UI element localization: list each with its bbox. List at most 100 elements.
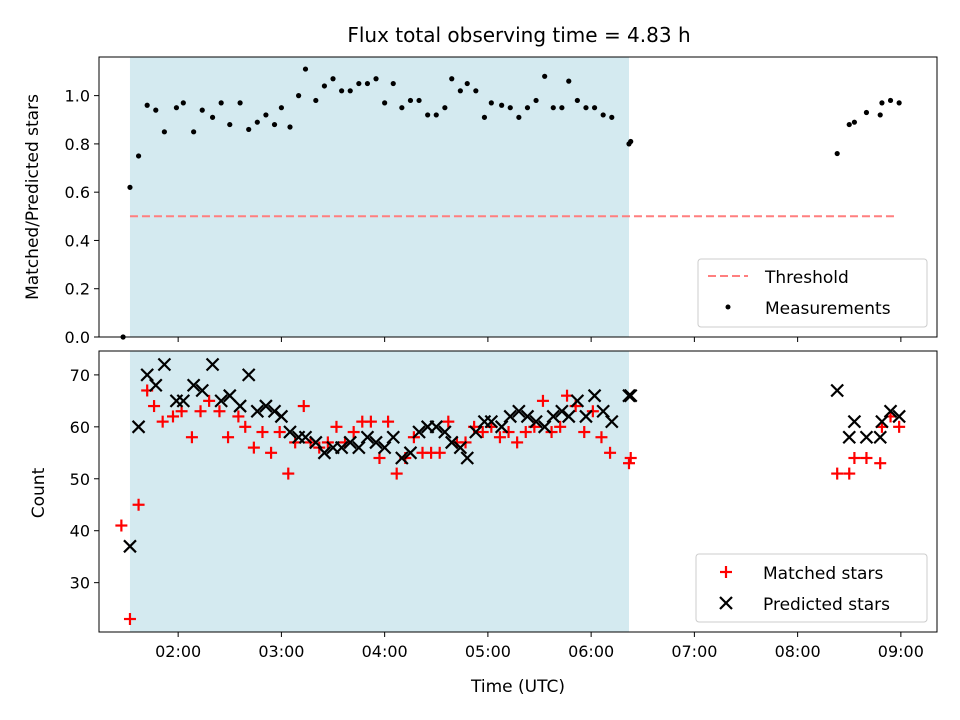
matched-star-point	[622, 457, 635, 470]
count-legend: Matched stars Predicted stars	[695, 553, 928, 623]
matched-star-point	[433, 446, 446, 459]
predicted-star-point	[250, 404, 265, 419]
predicted-star-point	[494, 420, 509, 434]
matched-star-point	[502, 426, 515, 439]
matched-star-point	[239, 420, 252, 433]
predicted-star-point	[892, 409, 906, 424]
matched-star-point	[132, 498, 145, 511]
predicted-star-point	[842, 430, 857, 444]
predicted-star-point	[343, 435, 358, 450]
ratio-y-tick-label: 0.0	[65, 328, 90, 347]
measurement-point	[609, 114, 615, 120]
predicted-star-point	[412, 425, 426, 439]
predicted-star-point	[298, 430, 313, 444]
predicted-star-point	[596, 404, 610, 419]
matched-star-point	[297, 400, 310, 413]
measurement-point	[464, 80, 470, 87]
matched-star-point	[442, 415, 455, 428]
measurement-point	[863, 109, 870, 116]
matched-star-point	[364, 415, 377, 428]
count-panel: 02:00 03:00 04:00 05:00 06:00 07:00 08:00 09:00…	[29, 350, 938, 697]
measurement-point	[191, 129, 197, 135]
x-tick-label: 05:00	[465, 642, 511, 661]
measurement-point	[507, 105, 513, 111]
legend-matched-label: Matched stars	[763, 564, 883, 584]
x-tick-label: 08:00	[775, 642, 821, 661]
predicted-star-point	[520, 409, 535, 424]
x-tick-label: 07:00	[671, 642, 717, 661]
ratio-y-tick-label: 0.2	[65, 280, 90, 299]
measurement-point	[382, 100, 388, 106]
matched-star-point	[123, 613, 136, 626]
measurement-point	[481, 114, 488, 120]
predicted-star-point	[453, 440, 468, 455]
matched-star-point	[476, 426, 489, 439]
predicted-star-point	[222, 388, 237, 403]
ratio-y-axis-label: Matched/Predicted stars	[23, 94, 43, 300]
predicted-star-point	[830, 383, 844, 398]
measurement-point	[339, 88, 345, 94]
ratio-shaded-region	[129, 57, 629, 337]
ratio-y-tick-label: 0.4	[65, 231, 90, 250]
x-tick-label: 02:00	[155, 642, 201, 661]
ratio-legend-box	[697, 258, 928, 328]
measurement-point	[574, 97, 580, 104]
ratio-y-tick-label: 0.6	[65, 183, 90, 202]
matched-star-point	[390, 467, 403, 480]
measurement-point	[442, 105, 448, 111]
measurement-point	[364, 80, 371, 87]
matched-star-point	[595, 431, 608, 444]
count-panel-frame	[98, 350, 938, 633]
measurement-point	[373, 76, 379, 82]
predicted-star-point	[873, 430, 887, 444]
measurement-point	[246, 126, 252, 133]
matched-star-point	[860, 451, 873, 464]
predicted-star-point	[555, 404, 569, 419]
measurement-point	[144, 102, 150, 108]
legend-predicted-label: Predicted stars	[763, 595, 890, 615]
measurement-point	[488, 100, 494, 106]
matched-star-point	[578, 426, 591, 439]
legend-predicted-marker	[719, 596, 733, 610]
predicted-star-point	[529, 414, 543, 429]
measurement-point	[600, 112, 606, 118]
count-series-1	[115, 384, 906, 626]
measurement-point	[390, 80, 396, 87]
measurement-point	[896, 100, 902, 106]
predicted-star-point	[605, 414, 619, 429]
predicted-star-point	[403, 446, 418, 460]
predicted-star-point	[369, 435, 383, 450]
predicted-star-point	[386, 430, 401, 444]
count-y-tick-label: 50	[70, 470, 90, 489]
matched-star-point	[893, 420, 906, 433]
predicted-star-point	[875, 414, 889, 429]
matched-star-point	[843, 467, 856, 480]
count-y-axis-label: Count	[29, 467, 49, 518]
matched-star-point	[256, 426, 269, 439]
matched-star-point	[247, 441, 260, 454]
predicted-star-point	[214, 394, 228, 408]
measurement-point	[533, 97, 539, 104]
count-y-tick-label: 30	[70, 574, 90, 593]
count-y-tick-label: 40	[70, 522, 90, 541]
predicted-star-point	[460, 451, 475, 465]
measurement-point	[271, 121, 278, 128]
predicted-star-point	[176, 394, 191, 408]
predicted-star-point	[484, 414, 499, 429]
measurement-point	[356, 80, 362, 87]
measurement-point	[583, 105, 589, 111]
predicted-star-point	[241, 368, 256, 382]
measurement-point	[330, 76, 336, 82]
measurement-point	[628, 138, 634, 145]
predicted-star-point	[883, 404, 898, 419]
measurement-point	[278, 105, 284, 111]
ratio-y-tick-label: 1.0	[65, 87, 90, 106]
matched-star-point	[545, 426, 558, 439]
measurement-point	[846, 121, 852, 128]
measurement-point	[407, 97, 414, 104]
predicted-star-point	[622, 388, 636, 403]
x-tick-label: 09:00	[878, 642, 924, 661]
matched-star-point	[511, 436, 524, 449]
figure-title: Flux total observing time = 4.83 h	[347, 23, 690, 47]
measurement-point	[263, 112, 269, 118]
